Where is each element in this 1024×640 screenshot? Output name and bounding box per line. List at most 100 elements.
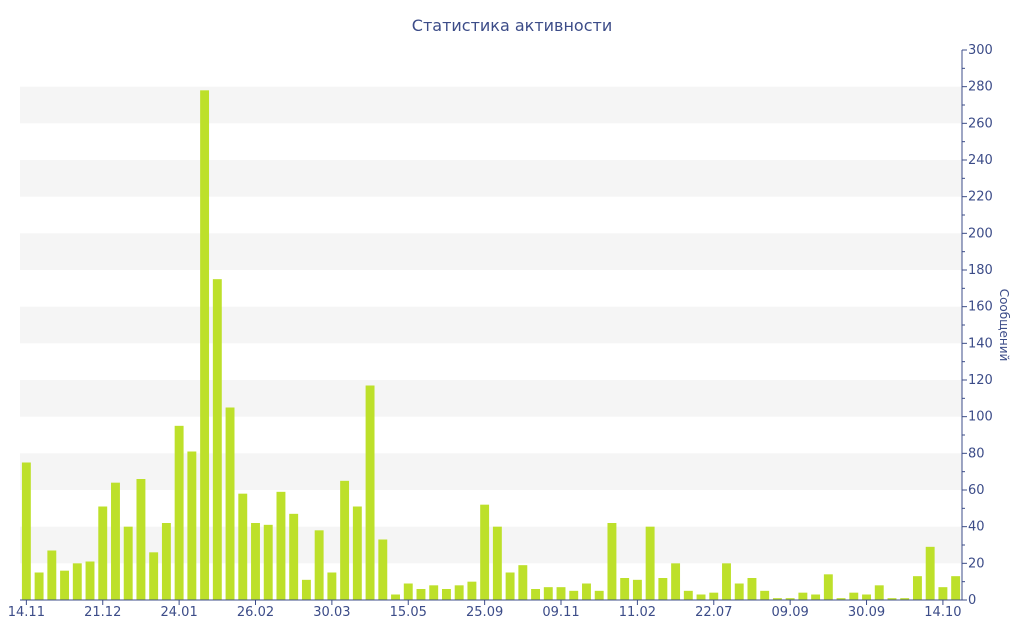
bar[interactable] [47, 550, 57, 601]
bar[interactable] [276, 491, 286, 600]
grid-band [20, 306, 962, 344]
bar[interactable] [60, 570, 70, 600]
bar[interactable] [21, 462, 31, 601]
bar[interactable] [620, 578, 630, 600]
bar[interactable] [582, 583, 591, 601]
bar[interactable] [938, 587, 948, 600]
y-tick-label: 80 [968, 446, 985, 461]
bar[interactable] [709, 592, 719, 600]
bar[interactable] [441, 589, 451, 600]
bar[interactable] [187, 451, 197, 601]
bar[interactable] [772, 598, 782, 600]
bar[interactable] [149, 552, 159, 600]
bar[interactable] [365, 385, 375, 601]
bar[interactable] [238, 493, 248, 600]
y-tick-label: 180 [968, 263, 993, 278]
bar[interactable] [174, 425, 184, 600]
grid-band [20, 526, 962, 564]
bar[interactable] [951, 576, 961, 600]
bar[interactable] [480, 504, 490, 600]
grid-band [20, 453, 962, 490]
x-tick-label: 22.07 [695, 605, 732, 620]
x-axis: 14.11 21.12 24.01 26.02 30.03 15.05 25.09 09.11… [8, 599, 962, 620]
bar[interactable] [289, 513, 299, 600]
bar[interactable] [760, 590, 770, 600]
x-tick-label: 09.09 [772, 605, 809, 620]
bar[interactable] [607, 523, 617, 600]
y-tick-label: 140 [968, 336, 993, 351]
y-axis-label: Сообщений [997, 289, 1011, 362]
bar[interactable] [161, 523, 171, 600]
bar[interactable] [200, 90, 210, 600]
bar[interactable] [925, 546, 935, 600]
bar[interactable] [518, 565, 528, 600]
bar[interactable] [467, 581, 477, 600]
y-tick-label: 200 [968, 226, 993, 241]
bar[interactable] [225, 407, 235, 601]
bar[interactable] [505, 572, 515, 601]
bar[interactable] [823, 574, 833, 600]
bar[interactable] [72, 563, 82, 600]
bar[interactable] [734, 583, 744, 601]
bar[interactable] [98, 506, 108, 601]
bar[interactable] [391, 594, 400, 601]
bar[interactable] [340, 480, 350, 600]
x-tick-label: 14.11 [8, 605, 45, 620]
bar[interactable] [543, 587, 553, 600]
bar[interactable] [632, 579, 642, 600]
bar[interactable] [327, 572, 337, 601]
bar[interactable] [136, 479, 146, 600]
y-tick-label: 160 [968, 300, 993, 315]
bar[interactable] [301, 579, 311, 600]
bar[interactable] [645, 526, 655, 600]
bar[interactable] [811, 594, 821, 601]
x-tick-label: 09.11 [542, 605, 579, 620]
bar[interactable] [849, 592, 859, 600]
bar[interactable] [352, 506, 362, 601]
bar[interactable] [314, 530, 324, 600]
bar[interactable] [263, 524, 273, 600]
bar[interactable] [900, 598, 910, 600]
bar[interactable] [492, 526, 502, 600]
y-tick-label: 220 [968, 190, 993, 205]
bar[interactable] [556, 587, 566, 600]
bar[interactable] [251, 523, 260, 600]
bar[interactable] [454, 585, 464, 600]
bar[interactable] [111, 482, 120, 600]
bar[interactable] [862, 594, 871, 601]
bar[interactable] [378, 539, 388, 601]
x-tick-label: 21.12 [84, 605, 121, 620]
bar[interactable] [785, 598, 795, 600]
bar[interactable] [531, 589, 541, 600]
bar[interactable] [722, 563, 731, 600]
bar[interactable] [671, 563, 681, 600]
y-tick-label: 100 [968, 410, 993, 425]
bar[interactable] [683, 590, 693, 600]
x-tick-label: 26.02 [237, 605, 274, 620]
bar[interactable] [874, 585, 884, 600]
y-axis: 0 20 40 60 80 100 120 140 160 180 200 220 240 260 280 3… [961, 43, 993, 608]
y-tick-label: 120 [968, 373, 993, 388]
bar[interactable] [429, 585, 439, 600]
bar[interactable] [798, 592, 808, 600]
bar[interactable] [658, 578, 668, 600]
bar[interactable] [594, 590, 604, 600]
x-tick-label: 15.05 [390, 605, 427, 620]
bar[interactable] [403, 583, 413, 601]
bar[interactable] [747, 578, 757, 600]
bar[interactable] [85, 561, 95, 601]
bar[interactable] [416, 589, 426, 600]
x-tick-label: 30.03 [313, 605, 350, 620]
bar[interactable] [912, 576, 922, 600]
bar[interactable] [887, 598, 897, 600]
bar[interactable] [836, 598, 846, 600]
bar[interactable] [696, 594, 706, 601]
bar[interactable] [212, 279, 222, 600]
bar[interactable] [569, 590, 579, 600]
grid-bands [20, 86, 962, 564]
bar[interactable] [34, 572, 44, 601]
bar[interactable] [123, 526, 133, 600]
x-tick-label: 30.09 [848, 605, 885, 620]
